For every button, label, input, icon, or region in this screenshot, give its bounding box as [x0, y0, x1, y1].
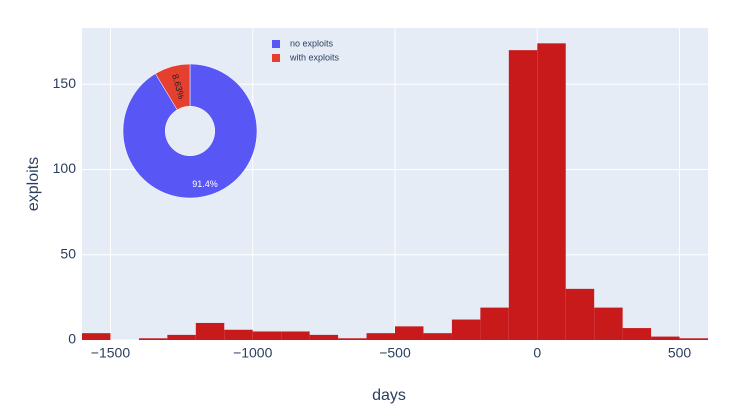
- bar: [423, 333, 452, 340]
- bar: [508, 50, 538, 340]
- y-tick-label: 50: [60, 245, 76, 261]
- x-tick-label: 500: [668, 345, 692, 361]
- legend-swatch: [272, 54, 280, 62]
- bar: [395, 326, 424, 340]
- bar: [366, 333, 395, 340]
- bar: [338, 338, 367, 340]
- x-axis-title: days: [372, 387, 406, 404]
- bar: [281, 331, 310, 340]
- legend-swatch: [272, 40, 280, 48]
- bar: [82, 333, 111, 340]
- bar: [195, 322, 225, 340]
- bar: [252, 331, 282, 340]
- pie-slice: [122, 63, 258, 199]
- bar: [651, 336, 680, 340]
- bar: [480, 307, 509, 340]
- x-tick-label: −1500: [91, 345, 131, 361]
- pie-slice: [155, 63, 191, 111]
- bar: [224, 329, 253, 340]
- bar: [138, 338, 168, 340]
- bar: [167, 334, 196, 340]
- x-tick-label: 0: [533, 345, 541, 361]
- bar: [594, 307, 623, 340]
- y-axis-title: exploits: [25, 157, 42, 211]
- bar: [565, 288, 595, 340]
- bar: [537, 43, 566, 340]
- bar: [451, 319, 481, 340]
- y-tick-label: 0: [68, 331, 76, 347]
- y-tick-label: 100: [53, 160, 77, 176]
- legend-label: no exploits: [290, 38, 334, 48]
- x-tick-label: −500: [379, 345, 411, 361]
- x-tick-label: −1000: [233, 345, 273, 361]
- y-tick-label: 150: [53, 75, 77, 91]
- pie-label: 91.4%: [192, 179, 218, 189]
- bar: [622, 328, 652, 340]
- legend-label: with exploits: [289, 52, 340, 62]
- bar: [679, 338, 708, 340]
- bar: [309, 334, 339, 340]
